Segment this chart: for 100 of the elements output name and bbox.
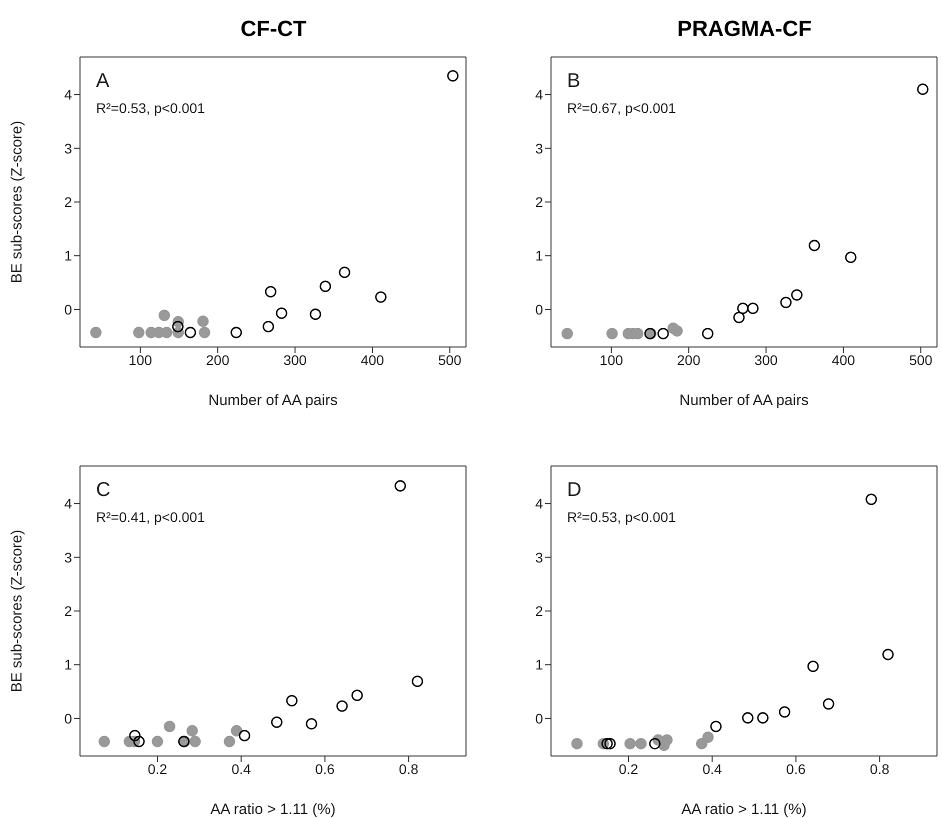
y-axis-title: BE sub-scores (Z-score) <box>8 530 26 692</box>
y-tick-label: 0 <box>535 710 544 726</box>
point <box>571 738 583 750</box>
point <box>172 320 184 332</box>
y-tick-label: 0 <box>64 301 72 318</box>
x-tick-label: 0.6 <box>786 760 806 777</box>
point <box>657 328 669 340</box>
point <box>661 734 673 746</box>
annotation: R²=0.41, p<0.001 <box>96 509 205 525</box>
point <box>562 328 573 340</box>
point <box>336 700 348 712</box>
point <box>747 302 759 314</box>
point <box>394 480 406 492</box>
point <box>306 718 318 730</box>
y-tick-label: 0 <box>535 301 544 318</box>
point <box>808 240 820 252</box>
point <box>710 720 722 732</box>
x-tick-label: 100 <box>128 352 152 368</box>
point <box>158 310 170 322</box>
point <box>164 720 176 732</box>
y-tick-label: 4 <box>64 86 72 103</box>
point <box>286 694 298 706</box>
x-tick-label: 0.4 <box>702 760 722 777</box>
point <box>606 328 618 340</box>
y-tick-label: 2 <box>535 194 544 210</box>
point <box>601 738 613 750</box>
x-tick-label: 200 <box>206 352 230 368</box>
point <box>649 738 661 750</box>
point <box>822 698 834 710</box>
x-tick-label: 0.4 <box>231 760 252 777</box>
point <box>98 736 110 748</box>
x-tick-label: 0.8 <box>870 760 890 777</box>
x-tick-label: 400 <box>832 352 856 368</box>
y-tick-label: 3 <box>535 549 544 566</box>
y-tick-label: 2 <box>535 602 544 619</box>
point <box>129 730 141 742</box>
point <box>696 738 708 750</box>
point <box>635 738 647 750</box>
x-tick-label: 200 <box>677 352 701 368</box>
point <box>624 738 636 750</box>
y-tick-label: 3 <box>64 549 72 566</box>
point <box>866 494 877 505</box>
y-tick-label: 4 <box>64 496 72 512</box>
y-tick-label: 1 <box>64 248 72 264</box>
point <box>197 316 209 327</box>
point <box>917 84 928 95</box>
y-tick-label: 4 <box>535 86 544 103</box>
point <box>184 326 196 338</box>
point <box>230 326 242 338</box>
point <box>412 676 424 688</box>
point <box>807 660 819 672</box>
point <box>264 286 276 298</box>
point <box>882 648 894 660</box>
point <box>351 690 363 702</box>
chart-title: PRAGMA-CF <box>676 16 813 42</box>
point <box>733 312 745 324</box>
annotation: A <box>96 70 110 93</box>
x-axis-title: AA ratio > 1.11 (%) <box>210 801 336 818</box>
x-tick-label: 500 <box>909 352 933 368</box>
y-axis-title: BE sub-scores (Z-score) <box>8 120 26 284</box>
point <box>238 730 250 742</box>
point <box>133 736 145 748</box>
point <box>702 732 714 743</box>
annotation: B <box>567 70 580 93</box>
point <box>224 736 236 748</box>
y-tick-label: 1 <box>64 656 72 673</box>
y-tick-label: 4 <box>535 496 544 512</box>
x-tick-label: 0.2 <box>148 760 168 777</box>
point <box>276 307 288 319</box>
x-axis-title: Number of AA pairs <box>208 392 338 409</box>
annotation: D <box>567 479 582 502</box>
point <box>338 266 350 278</box>
point <box>845 252 856 264</box>
x-tick-label: 500 <box>438 352 462 368</box>
x-tick-label: 300 <box>283 352 307 368</box>
annotation: C <box>96 479 110 502</box>
x-axis-title: AA ratio > 1.11 (%) <box>681 801 807 818</box>
point <box>152 736 164 748</box>
annotation: R²=0.53, p<0.001 <box>96 100 205 116</box>
annotation: R²=0.53, p<0.001 <box>567 509 676 525</box>
point <box>702 328 714 340</box>
y-tick-label: 1 <box>535 248 544 264</box>
y-tick-label: 3 <box>64 140 72 156</box>
x-tick-label: 100 <box>600 352 624 368</box>
point <box>320 280 332 292</box>
point <box>133 326 144 338</box>
point <box>230 725 242 736</box>
x-tick-label: 0.2 <box>618 760 638 777</box>
y-tick-label: 3 <box>535 140 544 156</box>
point <box>757 712 769 724</box>
point <box>671 325 683 337</box>
point <box>778 706 790 718</box>
chart-title: CF-CT <box>240 16 308 42</box>
point <box>737 302 749 314</box>
point <box>447 70 459 82</box>
point <box>189 736 201 748</box>
point <box>375 291 387 303</box>
x-axis-title: Number of AA pairs <box>679 392 809 409</box>
point <box>271 716 282 728</box>
point <box>780 296 792 308</box>
